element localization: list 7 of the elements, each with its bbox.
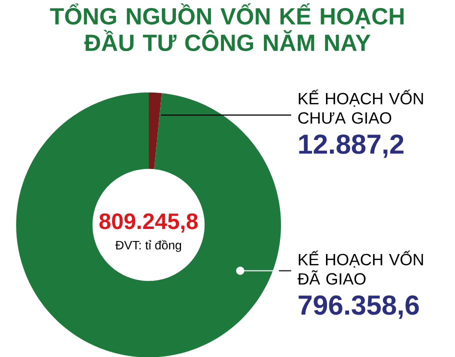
text: ĐVT: tỉ đồng <box>115 240 182 252</box>
slice-label: KẾ HOẠCH VỐN ĐÃ GIAO <box>298 250 423 285</box>
text: 809.245,8 <box>99 213 198 232</box>
data-label: 12.887,2 <box>299 134 404 158</box>
data-label: 796.358,6 <box>298 295 419 319</box>
slice-label: KẾ HOẠCH VỐN CHƯA GIAO <box>298 89 423 124</box>
chart-title: TỔNG NGUỒN VỐN KẾ HOẠCH ĐẦU TƯ CÔNG NĂM NAY <box>50 3 404 51</box>
